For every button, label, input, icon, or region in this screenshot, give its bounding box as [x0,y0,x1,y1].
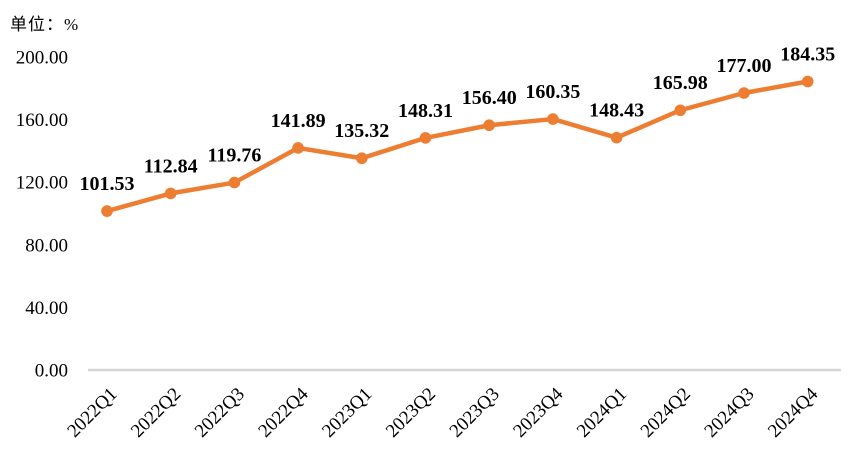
data-point-marker [483,119,496,132]
y-tick-label: 0.00 [35,361,68,382]
y-tick-label: 120.00 [16,173,68,194]
data-label: 184.35 [780,43,835,65]
x-tick-label: 2023Q1 [318,384,376,442]
data-point-marker [101,205,113,217]
series-line [104,79,810,214]
data-point-marker [292,142,304,154]
x-tick-label: 2024Q1 [573,384,631,442]
x-tick-label: 2022Q2 [127,384,185,442]
x-tick-label: 2023Q3 [446,384,504,442]
y-tick-label: 160.00 [16,110,68,131]
data-label: 177.00 [717,55,772,77]
data-label: 156.40 [462,87,517,109]
data-label: 119.76 [207,145,261,167]
data-point-marker [228,176,241,189]
data-label: 112.84 [144,155,198,177]
data-point-marker [801,75,814,88]
data-label: 148.31 [398,100,453,122]
y-tick-label: 80.00 [25,235,68,256]
data-point-marker [356,152,368,165]
data-label: 135.32 [334,120,389,142]
x-tick-label: 2022Q3 [191,384,249,442]
unit-label: 单位：% [10,15,80,34]
data-point-marker [164,187,177,200]
data-point-marker [674,104,687,117]
x-tick-label: 2023Q2 [382,384,440,442]
x-tick-label: 2024Q4 [764,383,822,441]
data-point-marker [419,132,432,144]
data-point-marker [547,113,559,125]
x-tick-label: 2024Q2 [637,384,695,442]
x-tick-label: 2023Q4 [509,383,567,441]
x-tick-label: 2022Q4 [254,383,312,441]
data-label: 148.43 [589,100,644,122]
y-tick-label: 40.00 [25,298,68,319]
data-label: 101.53 [80,173,135,195]
x-tick-label: 2022Q1 [63,384,121,442]
data-label: 165.98 [653,72,708,94]
data-point-marker [610,131,623,144]
data-label: 141.89 [271,110,326,132]
y-tick-label: 200.00 [16,48,68,69]
data-label: 160.35 [525,81,580,103]
x-tick-label: 2024Q3 [700,384,758,442]
data-point-marker [738,87,750,99]
